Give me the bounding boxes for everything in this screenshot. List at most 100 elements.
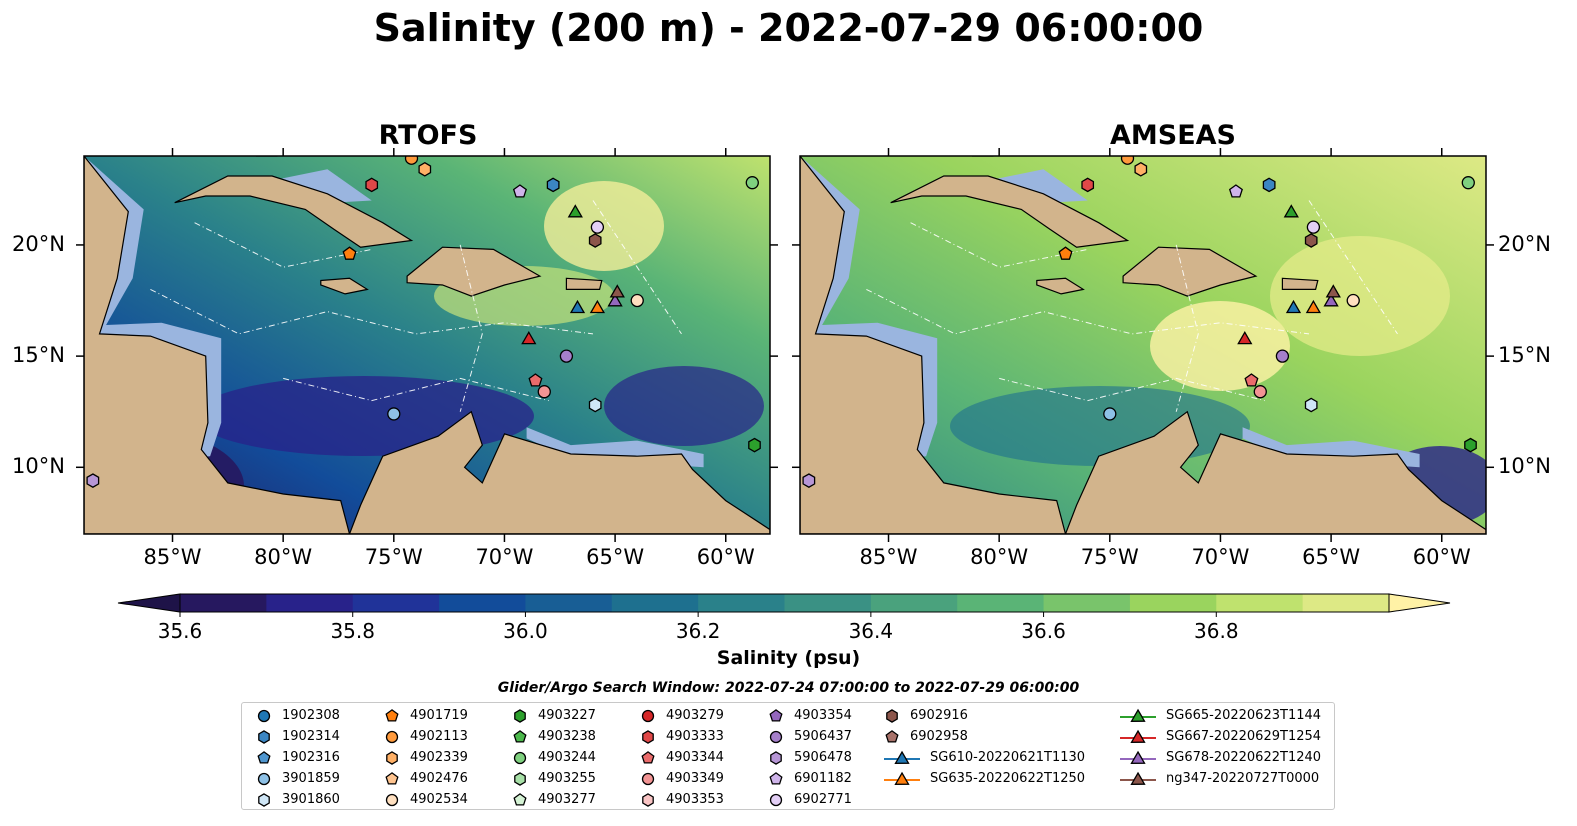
legend-marker-shape [258,729,270,744]
legend-marker [514,771,526,786]
legend-marker-shape [641,750,655,764]
marker-SG665-20220623T1144 [1283,204,1299,218]
marker-4902339 [1134,161,1148,177]
marker-4903244 [745,176,759,190]
colorbar-bin [784,594,872,612]
legend-item: SG635-20220622T1250 [882,768,1085,789]
map-frame [83,155,771,535]
colorbar-bin [611,594,699,612]
legend-marker-shape [1130,729,1146,743]
colorbar-bin [1302,594,1390,612]
marker-3901859 [387,407,401,421]
legend-marker-shape [386,750,398,765]
lon-label: 60°W [1412,545,1471,569]
legend-marker [513,751,527,764]
legend-marker [385,708,399,722]
colorbar-bin [957,594,1045,612]
legend-label: 5906437 [794,729,852,744]
marker-SG635-20220622T1250 [589,299,606,314]
legend-item: 4903349 [638,768,724,789]
marker-SG610-20220621T1130 [569,299,586,314]
legend-label: 4903349 [666,771,724,786]
lon-label: 75°W [1080,545,1139,569]
landmass [1281,277,1319,290]
colorbar-bin [439,594,526,612]
legend-label: SG635-20220622T1250 [930,771,1086,786]
lat-label-left: 10°N [12,454,65,479]
marker-SG635-20220622T1250 [1305,299,1322,314]
colorbar-tick-label: 35.6 [157,619,203,643]
marker-4903227 [748,437,761,453]
colorbar-bin [1043,594,1131,612]
colorbar-under-arrow [117,593,181,613]
figure-title: Salinity (200 m) - 2022-07-29 06:00:00 [373,6,1204,50]
legend-item: SG667-20220629T1254 [1118,726,1321,747]
marker-4903349 [1253,385,1267,399]
legend-label: 4903244 [538,750,596,765]
legend-label: 4903255 [538,771,596,786]
colorbar-tick-label: 36.0 [503,619,548,643]
legend-item: 4903277 [510,789,596,810]
legend-label: 3901860 [282,792,340,807]
landmass [84,156,351,534]
legend-item: 5906478 [766,747,852,768]
marker-SG665-20220623T1144 [567,204,583,218]
marker-1902314 [546,177,560,193]
legend-item: 1902308 [254,705,340,726]
lat-label-left: 15°N [12,343,65,368]
eez-boundaries [150,200,682,412]
legend-marker [642,729,654,744]
legend-marker [769,793,783,806]
search-window-text: Glider/Argo Search Window: 2022-07-24 07… [497,680,1080,696]
legend-item: 3901859 [254,768,340,789]
marker-6902916 [1304,233,1318,248]
legend-item: 4903238 [510,726,596,747]
legend-label: 6902771 [794,792,852,807]
colorbar-bin [352,594,440,612]
landmass [1064,410,1486,534]
map-ticks [792,148,1494,542]
legend-item: SG665-20220623T1144 [1118,705,1321,726]
legend-marker-shape [769,708,783,722]
legend-label: 4902339 [410,750,468,765]
legend-label: 4903277 [538,792,596,807]
lon-label: 80°W [970,545,1029,569]
legend-marker [257,750,271,764]
landmass [1036,277,1085,295]
legend-label: 6902958 [910,729,968,744]
marker-SG667-20220629T1254 [521,330,537,345]
legend-label: 1902314 [282,729,340,744]
legend-item: 4902534 [382,789,468,810]
legend-marker-shape [257,750,271,764]
legend-label: 4903344 [666,750,724,765]
colorbar [117,593,1451,617]
marker-SG610-20220621T1130 [1285,299,1302,314]
legend-label: 4903354 [794,708,852,723]
legend-marker-shape [894,750,910,764]
marker-6901182 [1228,184,1243,198]
legend-marker-shape [1130,750,1146,764]
legend-item: 4902476 [382,768,468,789]
legend-marker-shape [513,792,527,806]
legend-marker [513,729,527,743]
legend-marker-shape [769,771,783,785]
legend-marker [385,793,399,806]
landmass [890,175,1130,248]
legend-label: SG610-20220621T1130 [930,750,1086,765]
legend-item: 6902916 [882,705,968,726]
legend-item: ng347-20220727T0000 [1118,768,1319,789]
colorbar-tick-label: 36.6 [1021,619,1066,643]
marker-ng347-20220727T0000 [609,284,625,298]
landmass [565,277,603,290]
legend-marker-shape [1130,771,1146,785]
legend-marker [641,772,655,785]
legend-item: 4903353 [638,789,724,810]
lon-label: 65°W [586,545,645,569]
marker-5906478 [86,473,100,488]
marker-SG678-20220622T1240 [1323,293,1339,307]
legend-label: 1902308 [282,708,340,723]
marker-4903227 [1464,437,1477,453]
legend-marker [1120,771,1156,785]
landmass [320,277,369,295]
legend-marker-shape [641,709,655,722]
